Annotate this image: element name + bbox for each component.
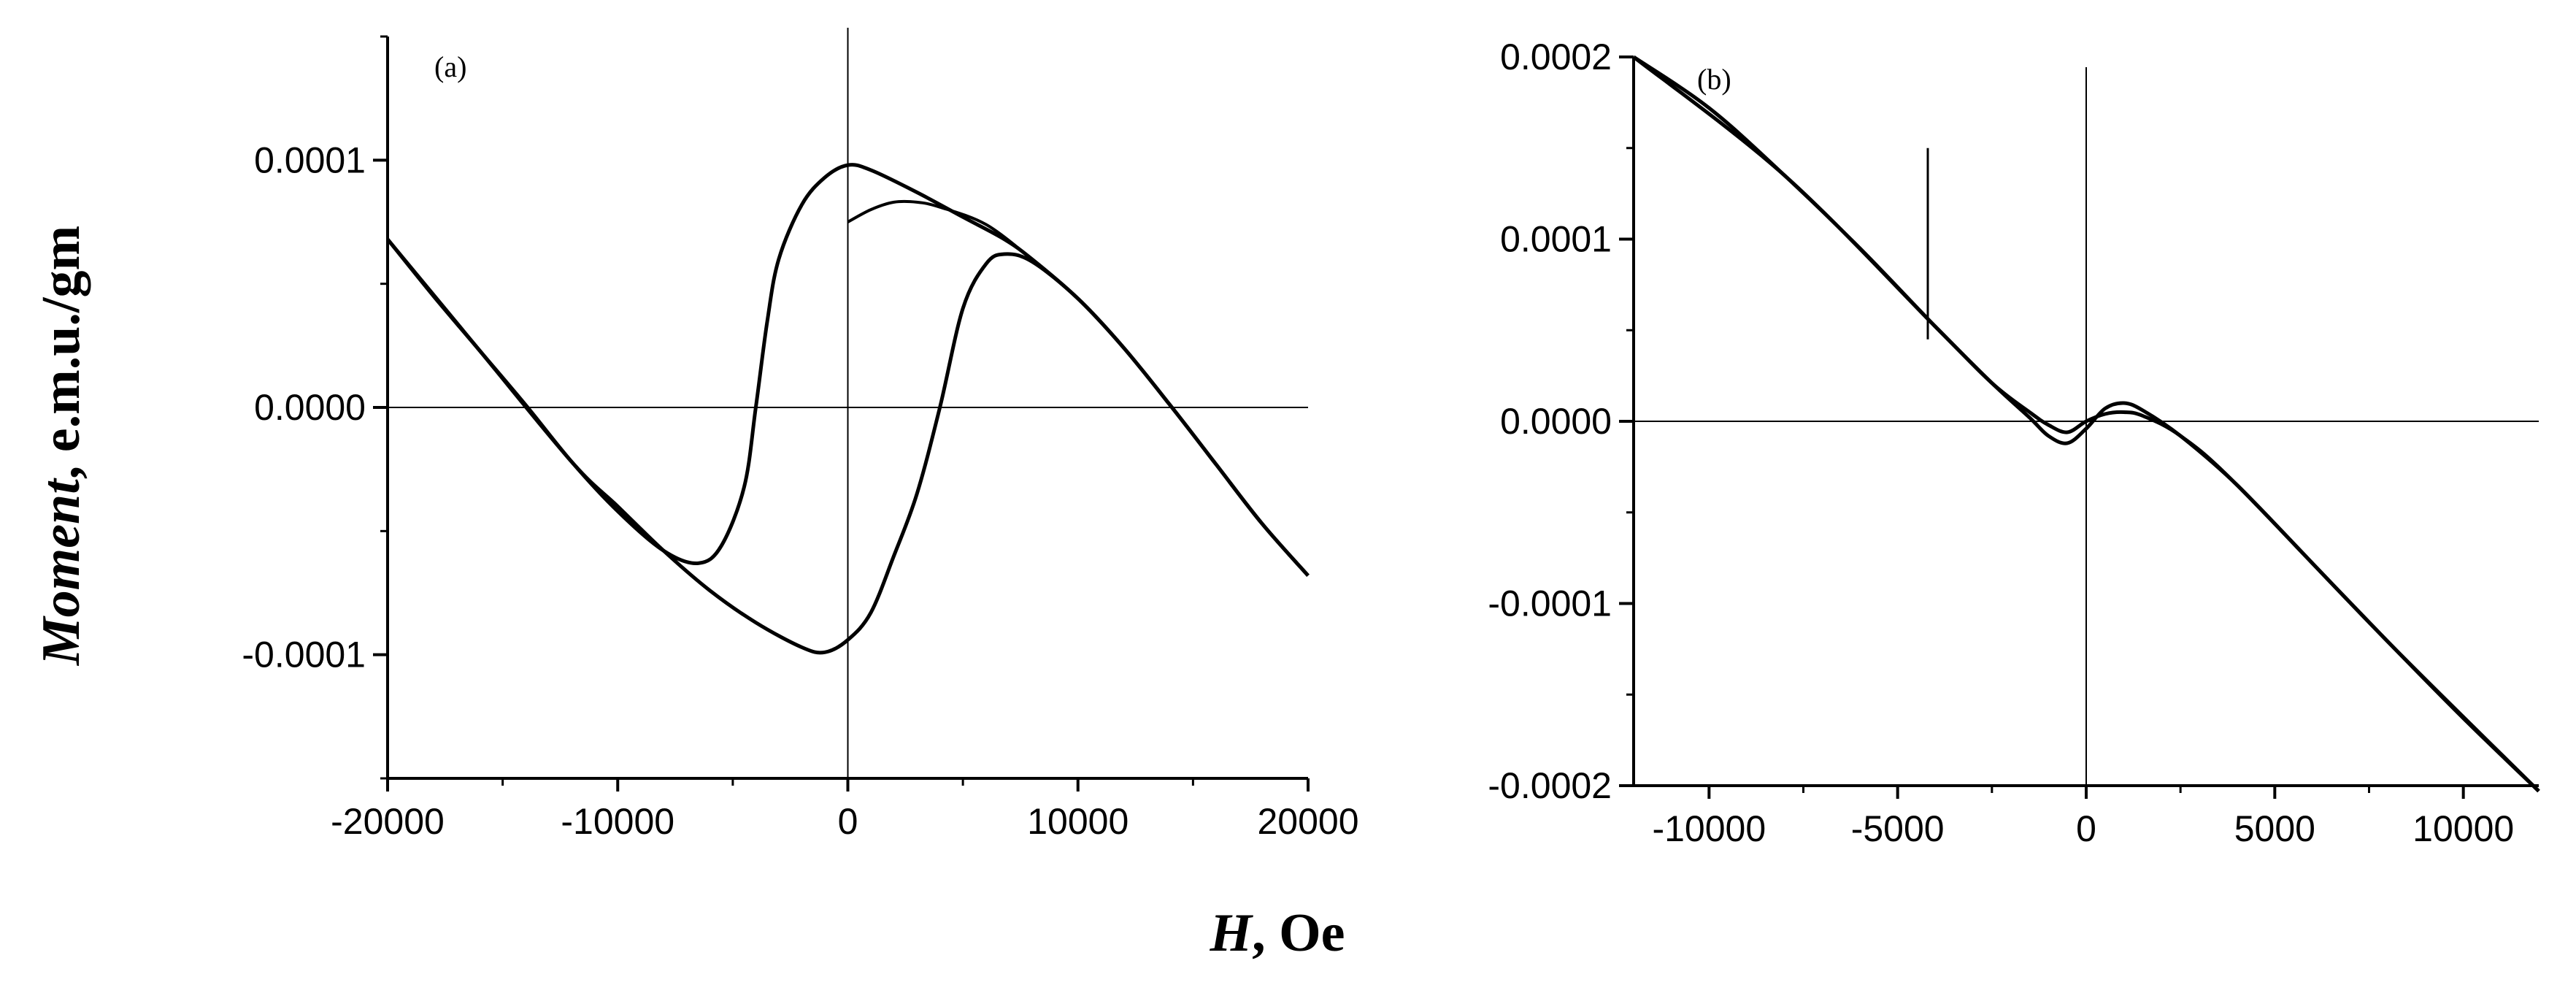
- y-axis-title-italic: Moment: [31, 478, 91, 666]
- y-axis-title: Moment, e.m.u./gm: [31, 226, 91, 666]
- panel-b-y-tick-label: -0.0001: [1488, 583, 1612, 624]
- panel-a-y-tick-label: 0.0000: [254, 387, 366, 428]
- panel-a-panel-label: (a): [434, 50, 466, 83]
- x-axis-title-rest: , Oe: [1252, 903, 1345, 963]
- panel-b-y-tick-label: 0.0001: [1500, 219, 1612, 260]
- panel-a-series-2-line: [386, 238, 1310, 655]
- panel-a-x-tick-label: -20000: [331, 801, 445, 842]
- panel-a-x-tick-label: 20000: [1257, 801, 1358, 842]
- panel-b-x-tick-label: 0: [2076, 808, 2096, 849]
- panel-a-x-tick-label: 0: [838, 801, 858, 842]
- panel-b-y-tick-label: 0.0000: [1500, 401, 1612, 442]
- panel-a-series-3-line: [847, 199, 1033, 261]
- panel-a-y-tick-label: 0.0001: [254, 139, 366, 180]
- panel-a-x-tick-label: -10000: [561, 801, 674, 842]
- panel-b-x-tick-label: -5000: [1851, 808, 1945, 849]
- panel-b-panel-label: (b): [1697, 63, 1731, 96]
- panel-b-series-2-line: [1632, 55, 2540, 793]
- x-axis-title-italic: H: [1210, 903, 1254, 963]
- panel-b-y-tick-label: 0.0002: [1500, 37, 1612, 77]
- panel-b-y-tick-label: -0.0002: [1488, 765, 1612, 806]
- panel-b-x-tick-label: 10000: [2412, 808, 2514, 849]
- panel-b-x-tick-label: 5000: [2234, 808, 2315, 849]
- panel-b-x-tick-label: -10000: [1652, 808, 1766, 849]
- panel-a-x-tick-label: 10000: [1027, 801, 1129, 842]
- panel-b-chart: -10000 -5000 0 5000 10000 -0.0002 -0.0001 0.000…: [1488, 37, 2540, 849]
- x-axis-title: H, Oe: [1210, 903, 1345, 963]
- panel-a-chart: -20000 -10000 0 10000 20000 -0.0001 0.0000 0.00…: [242, 28, 1359, 842]
- panel-a-y-tick-label: -0.0001: [242, 635, 366, 675]
- y-axis-title-rest: , e.m.u./gm: [31, 226, 91, 479]
